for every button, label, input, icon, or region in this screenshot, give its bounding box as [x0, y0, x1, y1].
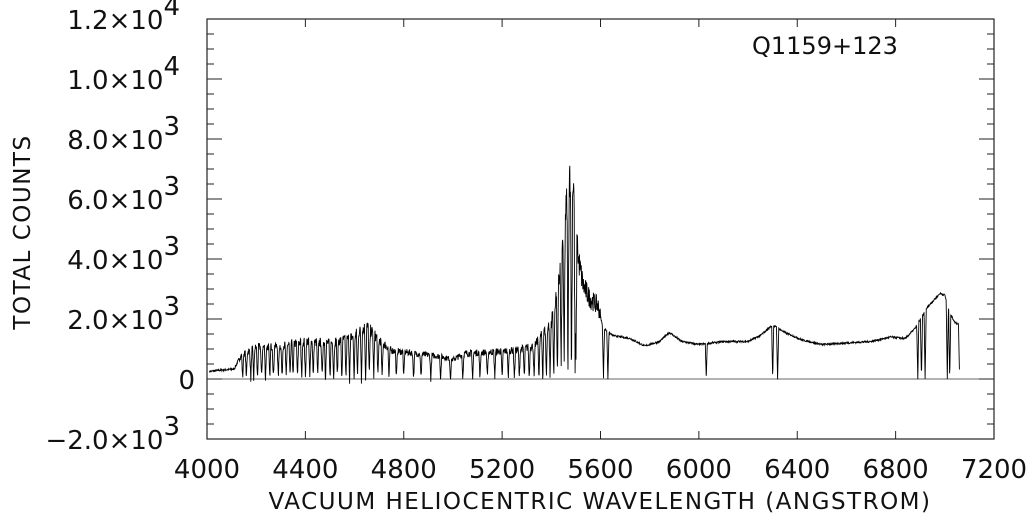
y-tick-label: 0 — [178, 366, 195, 396]
y-tick-label: 8.0×103 — [67, 112, 180, 156]
y-tick-label: 1.0×104 — [67, 52, 180, 96]
x-tick-label: 4800 — [371, 455, 437, 485]
x-tick-label: 5200 — [469, 455, 535, 485]
x-tick-label: 6400 — [764, 455, 830, 485]
y-tick-label: 1.2×104 — [67, 0, 180, 36]
tick-labels: 4000 4400 4800 5200 5600 6000 6400 6800 7200 1.2×… — [45, 0, 1027, 485]
x-tick-label: 5600 — [567, 455, 633, 485]
x-tick-label: 6000 — [666, 455, 732, 485]
y-tick-label: 2.0×103 — [67, 292, 180, 336]
x-tick-label: 7200 — [961, 455, 1027, 485]
x-tick-label: 4000 — [174, 455, 240, 485]
x-tick-label: 4400 — [272, 455, 338, 485]
annotation-label: Q1159+123 — [752, 32, 898, 60]
x-axis-title: VACUUM HELIOCENTRIC WAVELENGTH (ANGSTROM… — [269, 489, 932, 515]
x-tick-label: 6800 — [863, 455, 929, 485]
y-axis-title: TOTAL COUNTS — [10, 134, 36, 330]
spectrum-line — [209, 165, 960, 384]
y-tick-label: 6.0×103 — [67, 172, 180, 216]
axes — [206, 18, 995, 440]
y-tick-label: −2.0×103 — [45, 412, 180, 456]
y-tick-label: 4.0×103 — [67, 232, 180, 276]
